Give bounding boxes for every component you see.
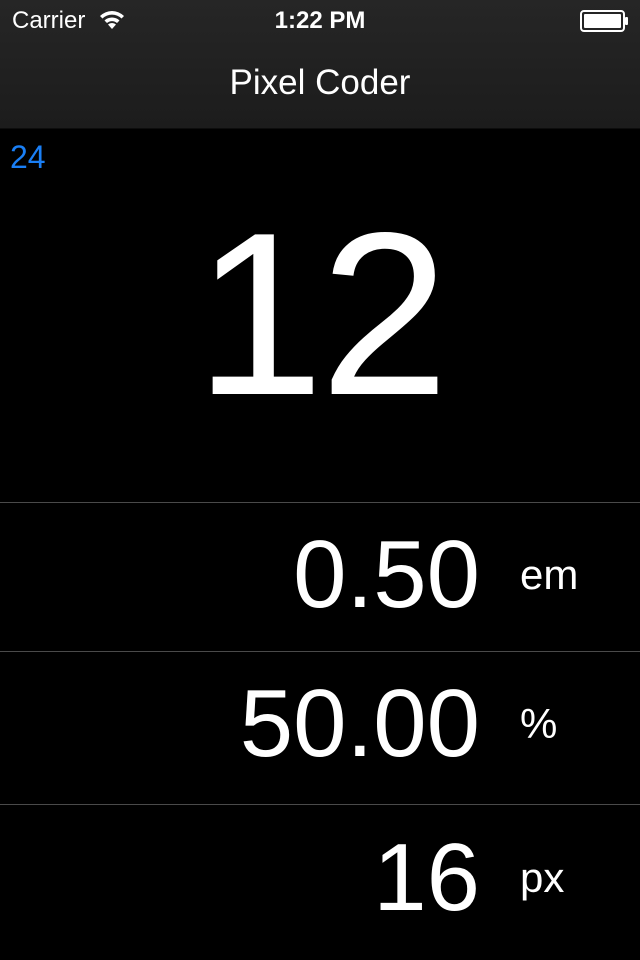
base-font-size-value[interactable]: 24 (10, 139, 46, 175)
result-unit-percent: % (520, 700, 558, 747)
status-time: 1:22 PM (274, 7, 366, 34)
result-row-em[interactable]: 0.50 em (0, 503, 640, 653)
result-value-em: 0.50 (293, 521, 480, 628)
target-size-value[interactable]: 12 (194, 185, 449, 444)
divider (0, 502, 640, 503)
wifi-icon (100, 11, 124, 29)
result-value-px: 16 (373, 824, 480, 931)
carrier-label: Carrier (12, 7, 86, 34)
divider (0, 804, 640, 805)
status-bar: Carrier 1:22 PM (0, 0, 640, 40)
result-unit-px: px (520, 854, 565, 901)
result-row-px[interactable]: 16 px (0, 806, 640, 956)
result-row-percent[interactable]: 50.00 % (0, 652, 640, 802)
top-bar: Carrier 1:22 PM Pixel Coder (0, 0, 640, 129)
battery-icon (580, 10, 628, 32)
result-unit-em: em (520, 551, 579, 598)
result-value-percent: 50.00 (239, 670, 480, 777)
nav-title: Pixel Coder (229, 63, 411, 102)
divider (0, 651, 640, 652)
